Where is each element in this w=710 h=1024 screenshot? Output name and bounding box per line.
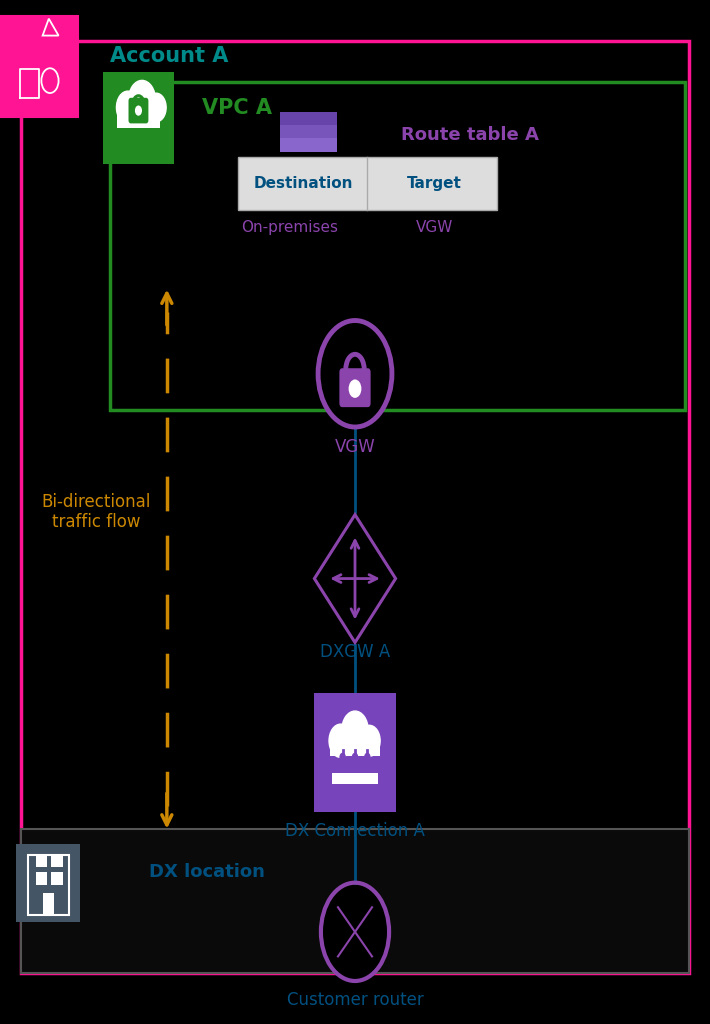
FancyBboxPatch shape <box>129 97 148 123</box>
Circle shape <box>359 725 380 756</box>
FancyBboxPatch shape <box>117 105 160 128</box>
FancyBboxPatch shape <box>0 15 78 117</box>
Circle shape <box>351 753 359 762</box>
Text: Target: Target <box>407 176 462 190</box>
Text: Route table A: Route table A <box>401 126 539 144</box>
FancyBboxPatch shape <box>52 872 62 885</box>
Circle shape <box>342 711 368 750</box>
Circle shape <box>146 93 166 122</box>
Text: On-premises: On-premises <box>241 220 338 234</box>
FancyBboxPatch shape <box>16 844 80 922</box>
Circle shape <box>135 105 142 116</box>
Circle shape <box>329 724 352 758</box>
FancyBboxPatch shape <box>280 138 337 152</box>
Text: Bi-directional
traffic flow: Bi-directional traffic flow <box>41 493 151 531</box>
Circle shape <box>364 753 371 762</box>
Text: Destination: Destination <box>253 176 353 190</box>
Text: VGW: VGW <box>334 438 376 457</box>
FancyBboxPatch shape <box>280 112 337 125</box>
Circle shape <box>317 319 393 428</box>
Text: DX Connection A: DX Connection A <box>285 822 425 841</box>
Circle shape <box>320 882 390 982</box>
Text: VGW: VGW <box>416 220 453 234</box>
FancyBboxPatch shape <box>103 72 174 164</box>
Circle shape <box>129 81 155 120</box>
Text: Account A: Account A <box>110 46 229 67</box>
FancyBboxPatch shape <box>21 829 689 973</box>
FancyBboxPatch shape <box>332 773 378 783</box>
Text: DXGW A: DXGW A <box>320 643 390 662</box>
Text: Customer router: Customer router <box>287 991 423 1010</box>
FancyBboxPatch shape <box>330 739 380 756</box>
FancyBboxPatch shape <box>36 872 47 885</box>
FancyBboxPatch shape <box>43 893 54 915</box>
FancyBboxPatch shape <box>314 693 396 812</box>
FancyBboxPatch shape <box>280 125 337 138</box>
FancyBboxPatch shape <box>238 157 497 210</box>
FancyBboxPatch shape <box>339 369 371 408</box>
FancyBboxPatch shape <box>52 854 62 866</box>
Circle shape <box>349 380 361 398</box>
Text: DX location: DX location <box>149 863 265 882</box>
Circle shape <box>339 753 346 762</box>
FancyBboxPatch shape <box>36 854 47 866</box>
Circle shape <box>116 91 139 124</box>
Text: VPC A: VPC A <box>202 97 273 118</box>
